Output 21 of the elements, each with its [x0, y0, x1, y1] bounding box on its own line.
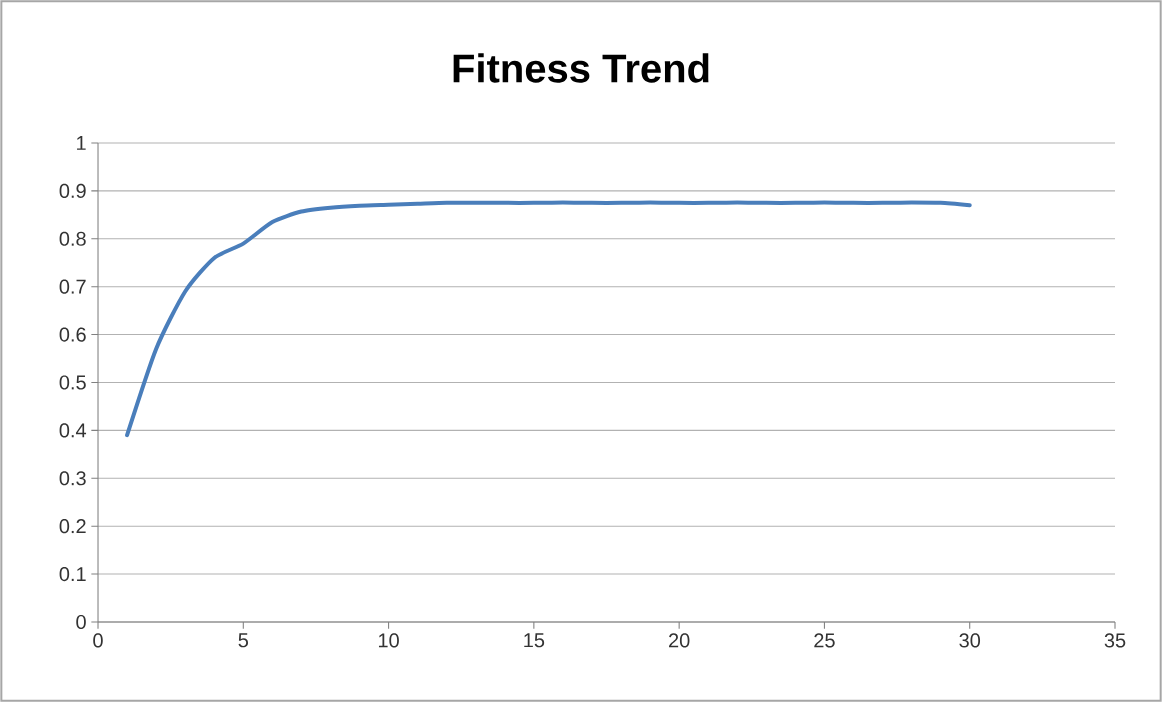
x-tick-label: 20 — [669, 633, 690, 648]
y-tick-label: 0.2 — [59, 519, 86, 534]
y-tick-label: 0.1 — [59, 567, 86, 582]
y-tick-label: 0 — [76, 614, 86, 630]
y-tick-label: 0.3 — [59, 471, 86, 486]
y-tick-label: 0.9 — [59, 183, 86, 198]
y-tick-label: 0.7 — [59, 279, 86, 294]
x-tick-label: 30 — [959, 633, 981, 648]
x-tick-label: 25 — [814, 633, 835, 648]
x-tick-label: 35 — [1104, 633, 1126, 648]
x-tick-label: 10 — [378, 633, 399, 648]
x-tick-label: 0 — [93, 633, 103, 648]
x-tick-label: 5 — [238, 633, 249, 648]
chart-title: Fitness Trend — [453, 53, 709, 83]
y-tick-label: 1 — [77, 136, 86, 150]
line-series — [125, 200, 972, 438]
y-tick-label: 0.5 — [59, 375, 86, 390]
y-tick-label: 0.4 — [59, 423, 87, 438]
y-tick-label: 0.6 — [59, 327, 86, 342]
y-tick-label: 0.8 — [59, 231, 86, 246]
x-tick-label: 15 — [524, 633, 545, 648]
